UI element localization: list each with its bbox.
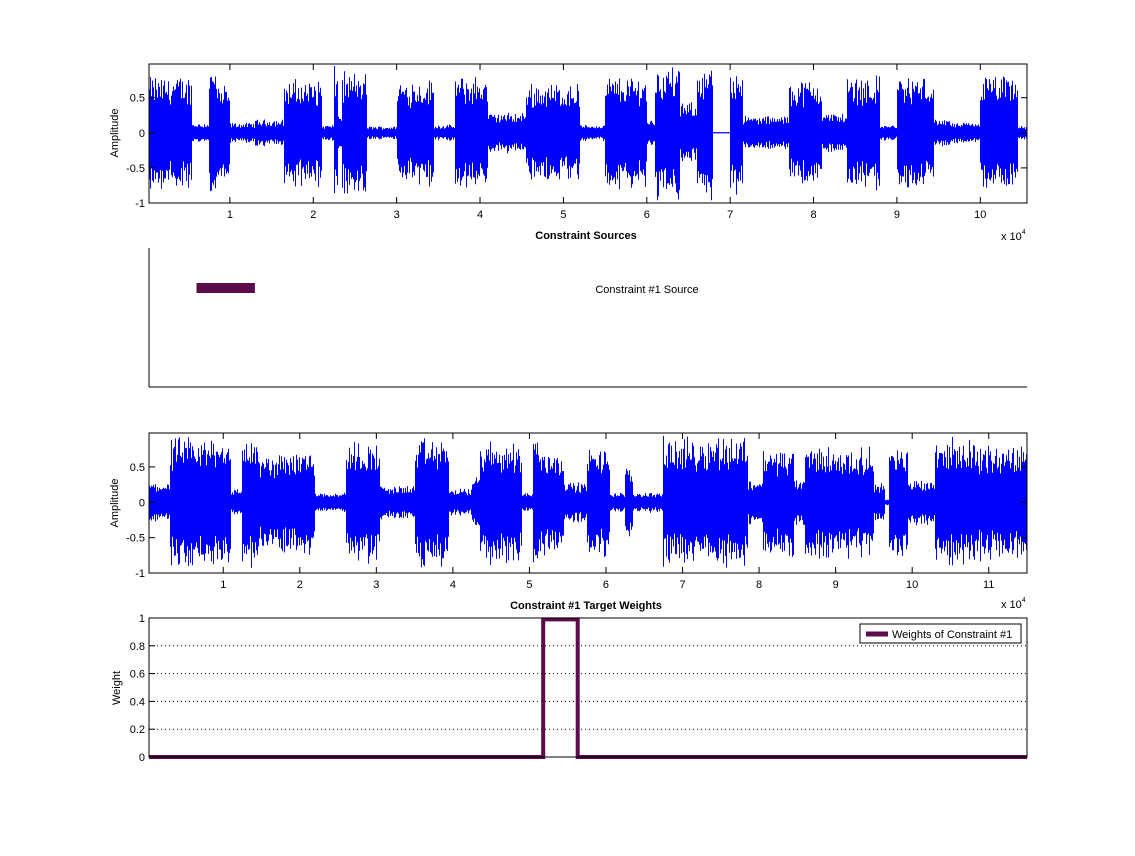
- y-tick-label: 1: [139, 613, 145, 625]
- x-tick-label: 2: [310, 209, 316, 221]
- target-x-exponent: x 104: [1001, 597, 1026, 611]
- x-tick-label: 10: [906, 579, 918, 591]
- weights-legend[interactable]: Weights of Constraint #1: [859, 623, 1022, 644]
- x-tick-label: 3: [373, 579, 379, 591]
- x-exponent-power: 4: [1022, 229, 1026, 236]
- x-tick-label: 1: [227, 209, 233, 221]
- x-tick-label: 7: [727, 209, 733, 221]
- x-tick-label: 7: [679, 579, 685, 591]
- target-axes-ticks: 1 2 3 4 5 6 7 8 9 10 11 -1 -0.5 0 0.5: [126, 433, 1027, 591]
- y-tick-label: 0: [139, 752, 145, 764]
- y-tick-label: 0.5: [130, 462, 145, 474]
- x-tick-label: 4: [477, 209, 483, 221]
- constraint-1-source-label: Constraint #1 Source: [595, 284, 698, 296]
- source-ylabel: Amplitude: [109, 109, 121, 158]
- source-waveform-axes: 1 2 3 4 5 6 7 8 9 10-1-0.500.5 Amplitude x 104: [109, 63, 1028, 243]
- y-tick-label: 0.8: [130, 641, 145, 653]
- weights-axes-ticks: 0 0.2 0.4 0.6 0.8 1: [130, 613, 155, 764]
- target-weights-title: Constraint #1 Target Weights: [510, 600, 662, 612]
- y-tick-label: -0.5: [126, 533, 145, 545]
- source-waveform-plot: [149, 66, 1027, 201]
- x-tick-label: 5: [560, 209, 566, 221]
- target-waveform-plot: [149, 436, 1027, 568]
- constraint-sources-axes: Constraint Sources Constraint #1 Source: [148, 230, 1027, 388]
- x-tick-label: 6: [603, 579, 609, 591]
- x-tick-label: 4: [450, 579, 456, 591]
- x-tick-label: 1: [220, 579, 226, 591]
- y-tick-label: 0: [139, 497, 145, 509]
- legend-label: Weights of Constraint #1: [892, 629, 1012, 641]
- y-tick-label: 0.5: [130, 93, 145, 105]
- source-axes-ticks: 1 2 3 4 5 6 7 8 9 10 -1 -0.5 0 0.5: [126, 64, 1027, 221]
- x-tick-label: 6: [644, 209, 650, 221]
- y-tick-label: -1: [135, 198, 145, 210]
- x-exponent-base: x 10: [1001, 231, 1022, 243]
- x-exponent-power: 4: [1022, 597, 1026, 604]
- x-tick-label: 10: [974, 209, 986, 221]
- target-ylabel: Amplitude: [109, 479, 121, 528]
- legend-box: [859, 623, 1022, 644]
- y-tick-label: -1: [135, 568, 145, 580]
- x-tick-label: 5: [526, 579, 532, 591]
- y-tick-label: 0.6: [130, 669, 145, 681]
- y-tick-label: 0: [139, 128, 145, 140]
- x-tick-label: 8: [810, 209, 816, 221]
- source-x-exponent: x 104: [1001, 229, 1026, 243]
- weights-axes-box: [148, 617, 1028, 758]
- y-tick-label: 0.2: [130, 724, 145, 736]
- target-weights-axes: Constraint #1 Target Weights 00.20.40.60…: [111, 600, 1028, 764]
- constraint-sources-title: Constraint Sources: [535, 230, 636, 242]
- x-tick-label: 3: [394, 209, 400, 221]
- target-waveform-axes: 1 2 3 4 5 6 7 8 9 10 11-1-0.500.5 Amplitude x 104: [109, 432, 1028, 611]
- x-exponent-base: x 10: [1001, 599, 1022, 611]
- target-axes-box: [148, 432, 1028, 574]
- x-tick-label: 9: [833, 579, 839, 591]
- y-tick-label: 0.4: [130, 696, 145, 708]
- source-axes-box: [148, 63, 1028, 204]
- x-tick-label: 2: [297, 579, 303, 591]
- x-tick-label: 8: [756, 579, 762, 591]
- x-tick-label: 11: [983, 579, 994, 591]
- x-tick-label: 9: [894, 209, 900, 221]
- y-tick-label: -0.5: [126, 163, 145, 175]
- weights-ylabel: Weight: [111, 671, 123, 705]
